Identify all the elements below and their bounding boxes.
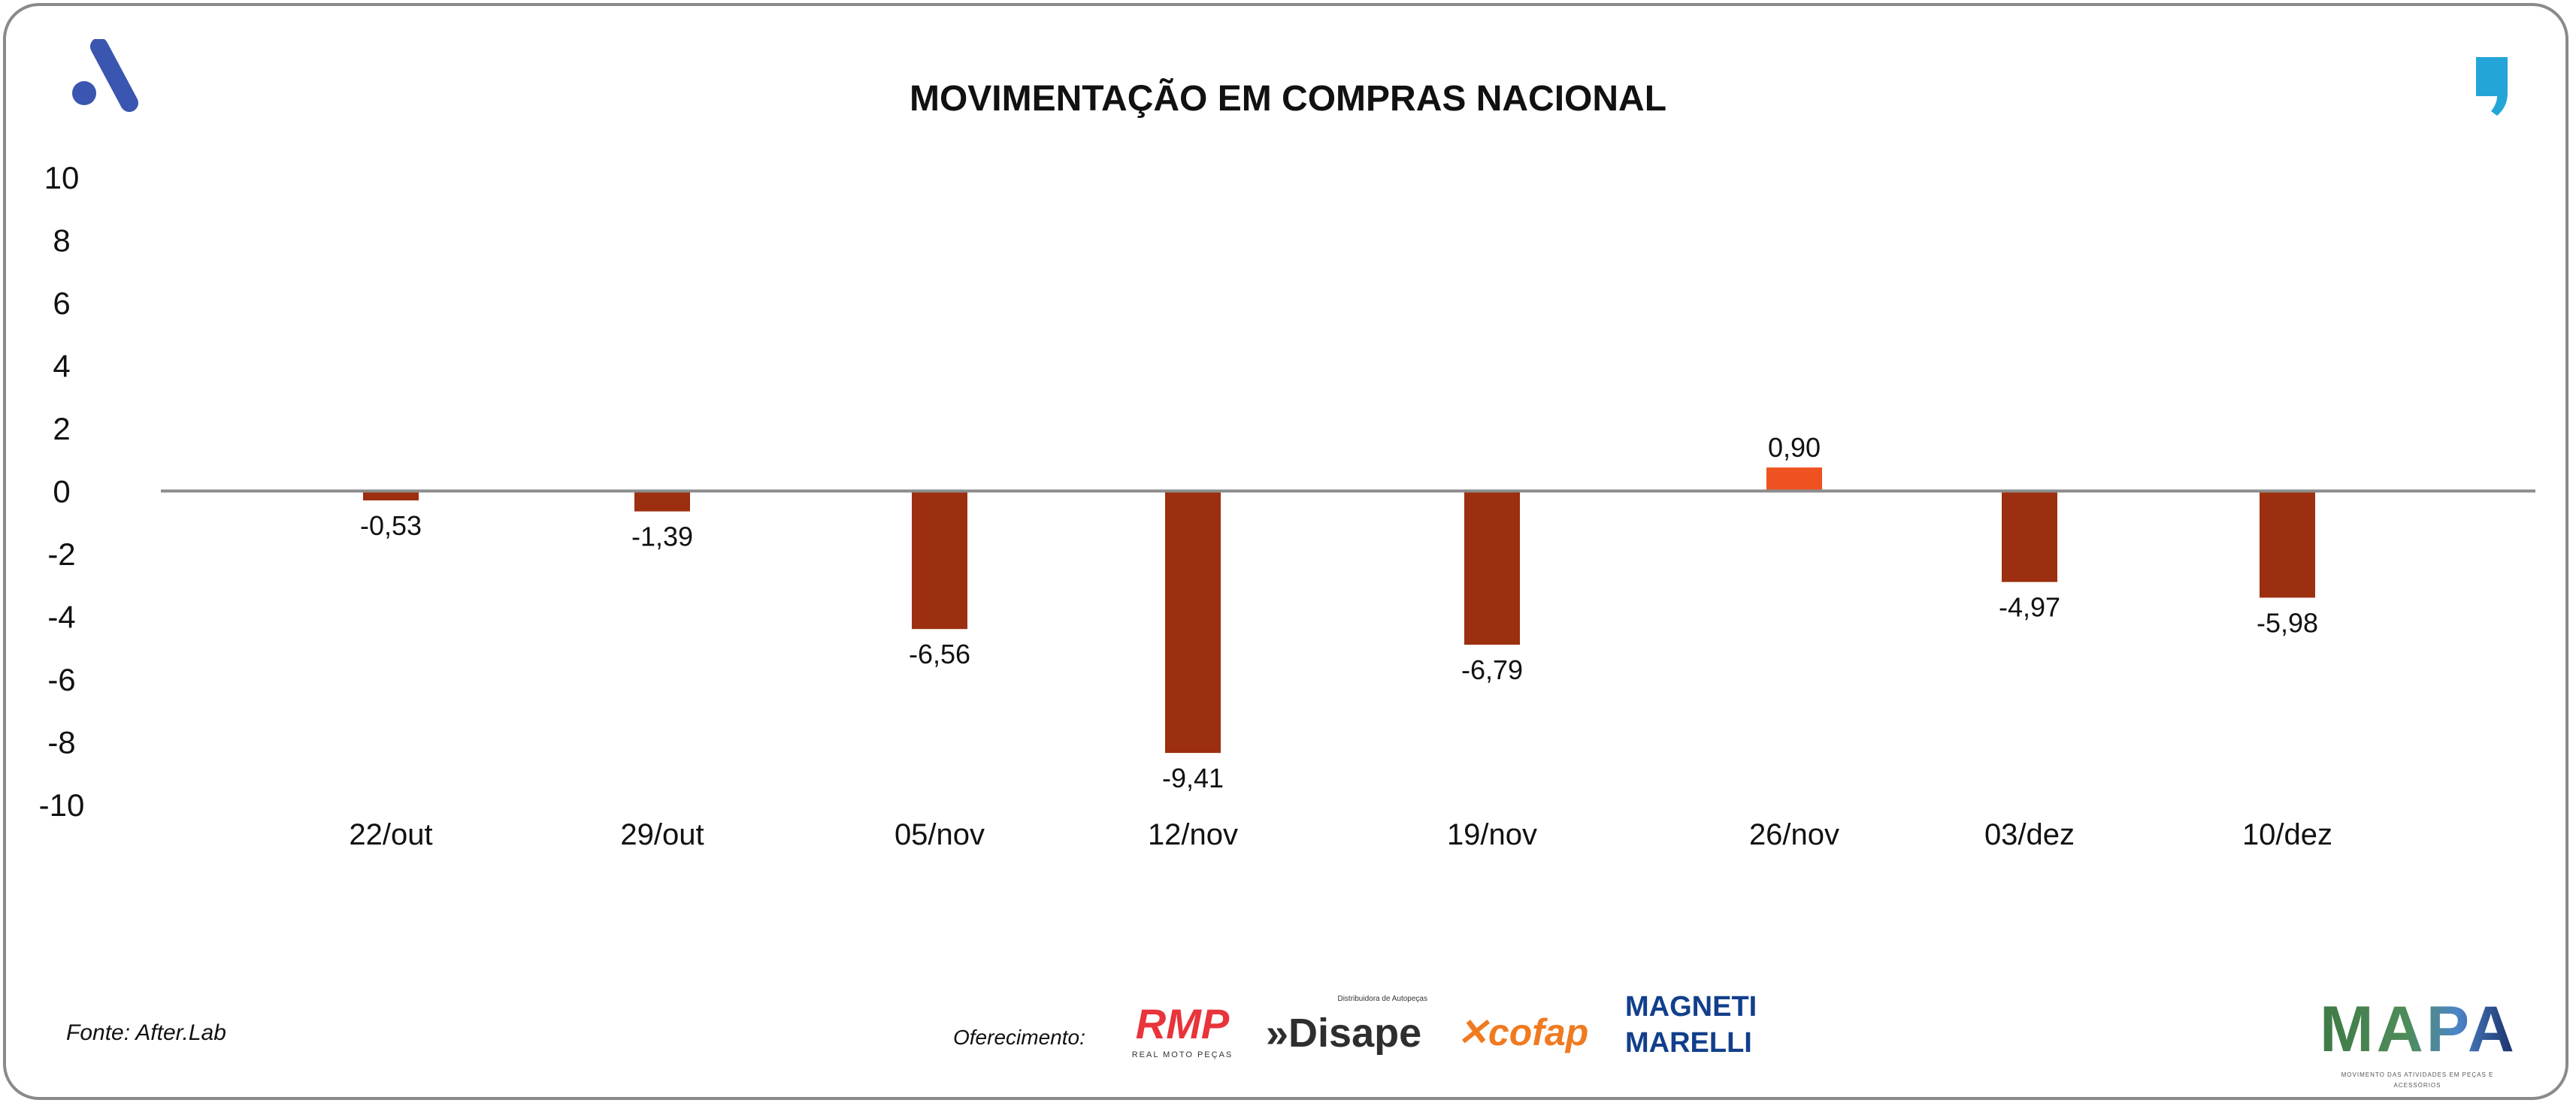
disape-logo: Distribuidora de Autopeças »Disape bbox=[1266, 993, 1427, 1058]
x-tick-label: 22/out bbox=[349, 818, 432, 851]
data-label: -5,98 bbox=[2257, 607, 2318, 638]
sponsor-label: Oferecimento: bbox=[953, 1026, 1085, 1049]
bar bbox=[912, 491, 967, 630]
data-label: -1,39 bbox=[631, 521, 693, 552]
y-tick-label: -4 bbox=[47, 600, 75, 635]
y-tick-label: 10 bbox=[44, 160, 80, 195]
rmp-logo-text: RMP bbox=[1135, 1000, 1230, 1047]
x-tick-label: 19/nov bbox=[1447, 818, 1537, 851]
y-tick-label: 0 bbox=[53, 474, 70, 509]
marelli-logo-text: MARELLI bbox=[1625, 1027, 1752, 1059]
bar bbox=[1464, 491, 1520, 645]
mapa-logo-tagline: MOVIMENTO DAS ATIVIDADES EM PEÇAS E ACES… bbox=[2341, 1071, 2494, 1089]
y-tick-label: 6 bbox=[53, 286, 70, 321]
data-label: -4,97 bbox=[1999, 592, 2060, 623]
y-tick-label: -2 bbox=[47, 536, 75, 572]
bar bbox=[634, 491, 690, 512]
data-label: -6,56 bbox=[909, 639, 970, 669]
bar bbox=[363, 491, 419, 501]
data-label: 0,90 bbox=[1768, 432, 1821, 463]
y-tick-label: 4 bbox=[53, 349, 70, 384]
bar bbox=[1165, 491, 1221, 754]
mapa-logo: MAPA MOVIMENTO DAS ATIVIDADES EM PEÇAS E… bbox=[2320, 990, 2515, 1091]
quote-logo-icon bbox=[2476, 57, 2508, 116]
cofap-logo: ✕cofap bbox=[1457, 1011, 1589, 1053]
source-note: Fonte: After.Lab bbox=[66, 1020, 226, 1045]
chart-title: MOVIMENTAÇÃO EM COMPRAS NACIONAL bbox=[909, 79, 1667, 119]
bar bbox=[2260, 491, 2315, 598]
y-tick-label: -6 bbox=[47, 662, 75, 697]
x-tick-label: 05/nov bbox=[894, 818, 985, 851]
disape-logo-text: »Disape bbox=[1266, 1011, 1422, 1056]
magneti-logo-text: MAGNETI bbox=[1625, 991, 1757, 1023]
x-tick-label: 26/nov bbox=[1749, 818, 1839, 851]
data-label: -6,79 bbox=[1461, 654, 1523, 685]
mapa-logo-text: MAPA bbox=[2320, 990, 2515, 1068]
y-tick-label: 8 bbox=[53, 223, 70, 258]
y-tick-label: -10 bbox=[39, 787, 85, 823]
x-tick-label: 29/out bbox=[620, 818, 704, 851]
y-tick-label: 2 bbox=[53, 411, 70, 446]
data-label: -0,53 bbox=[360, 510, 422, 541]
bar bbox=[1766, 467, 1822, 491]
x-tick-label: 10/dez bbox=[2242, 818, 2332, 851]
x-tick-label: 03/dez bbox=[1984, 818, 2075, 851]
disape-logo-tagline: Distribuidora de Autopeças bbox=[1337, 995, 1427, 1003]
rmp-logo-tagline: REAL MOTO PEÇAS bbox=[1131, 1050, 1234, 1059]
magneti-marelli-logo: MAGNETI MARELLI bbox=[1625, 989, 1757, 1061]
x-tick-label: 12/nov bbox=[1148, 818, 1238, 851]
chart-frame bbox=[3, 3, 2568, 1100]
afterlab-logo-icon bbox=[72, 39, 138, 112]
data-label: -9,41 bbox=[1162, 763, 1224, 793]
bar bbox=[2002, 491, 2057, 582]
rmp-logo: RMP REAL MOTO PEÇAS bbox=[1122, 999, 1243, 1061]
y-tick-label: -8 bbox=[47, 725, 75, 760]
